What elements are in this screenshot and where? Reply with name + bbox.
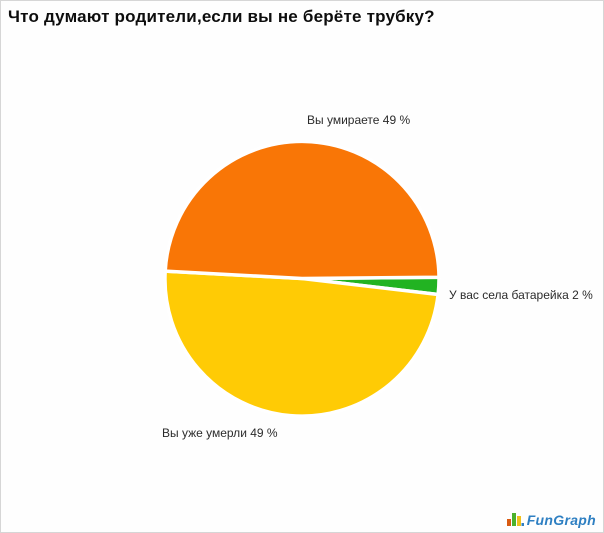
chart-title: Что думают родители,если вы не берёте тр… [8,7,435,26]
fungraph-logo-text: FunGraph [526,512,596,528]
slice-label-dying: Вы умираете 49 % [307,113,411,127]
slice-label-battery-died: У вас села батарейка 2 % [449,288,593,302]
slice-label-already-dead: Вы уже умерли 49 % [162,426,278,440]
pie-slice-dying [163,139,441,281]
pie-slice-already-dead [163,269,440,418]
bar-chart-icon [506,513,524,526]
fungraph-watermark: FunGraph [506,509,596,527]
